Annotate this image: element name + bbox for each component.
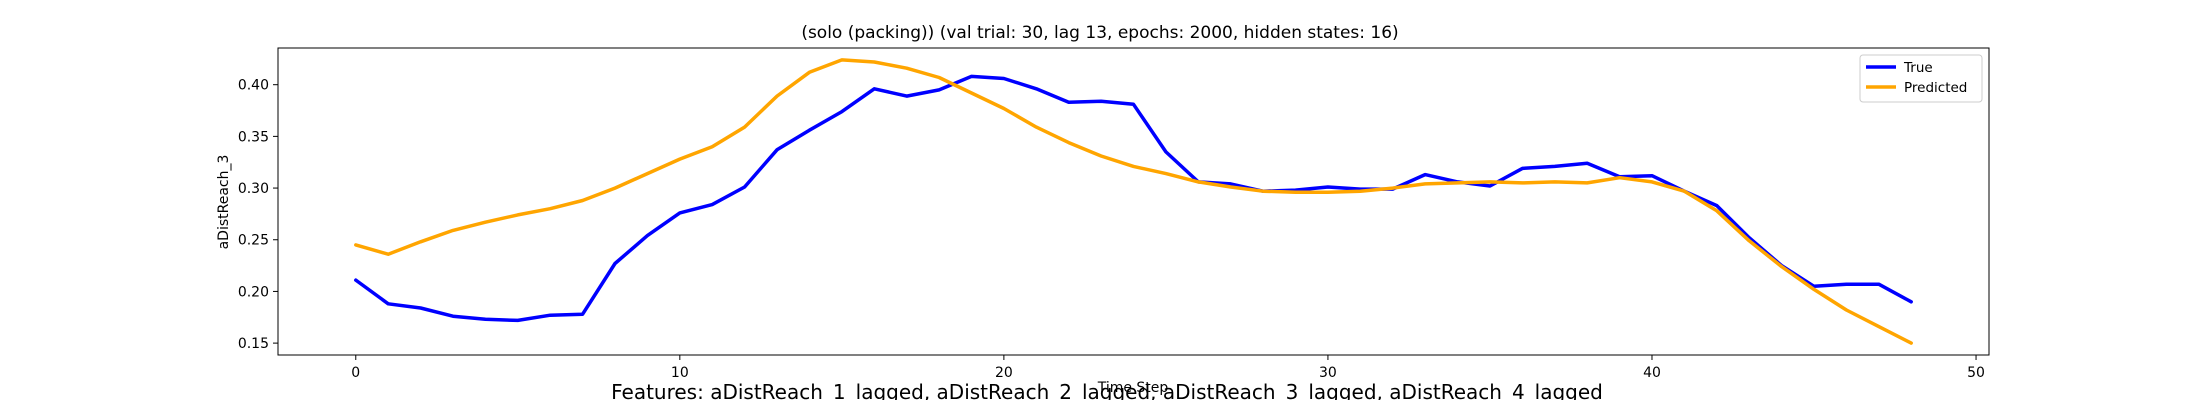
y-tick-label: 0.15 [238,336,269,352]
x-tick-label: 10 [671,365,689,381]
legend-label-predicted: Predicted [1904,80,1967,96]
series-layer [354,58,1913,345]
series-line-true [354,74,1913,323]
y-axis: 0.15 0.20 0.25 0.30 0.35 0.40 [238,78,278,352]
x-tick-label: 20 [995,365,1013,381]
y-tick-label: 0.35 [238,129,269,145]
chart-title: (solo (packing)) (val trial: 30, lag 13,… [801,23,1398,43]
legend: True Predicted [1859,54,1983,103]
x-axis: 0 10 20 30 40 50 [351,355,1985,381]
axes-frame [277,47,1990,356]
features-caption: Features: aDistReach_1_lagged, aDistReac… [611,380,1603,400]
y-tick-label: 0.40 [238,78,269,94]
y-tick-label: 0.30 [238,181,269,197]
x-tick-label: 0 [351,365,360,381]
legend-label-true: True [1903,60,1933,76]
x-tick-label: 30 [1319,365,1337,381]
y-tick-label: 0.25 [238,233,269,249]
series-line-predicted [354,58,1913,345]
x-tick-label: 50 [1967,365,1985,381]
plot-area [277,47,1990,356]
x-tick-label: 40 [1643,365,1661,381]
y-tick-label: 0.20 [238,284,269,300]
x-axis-label: Time Step [1097,380,1169,396]
y-axis-label: aDistReach_3 [216,155,232,250]
